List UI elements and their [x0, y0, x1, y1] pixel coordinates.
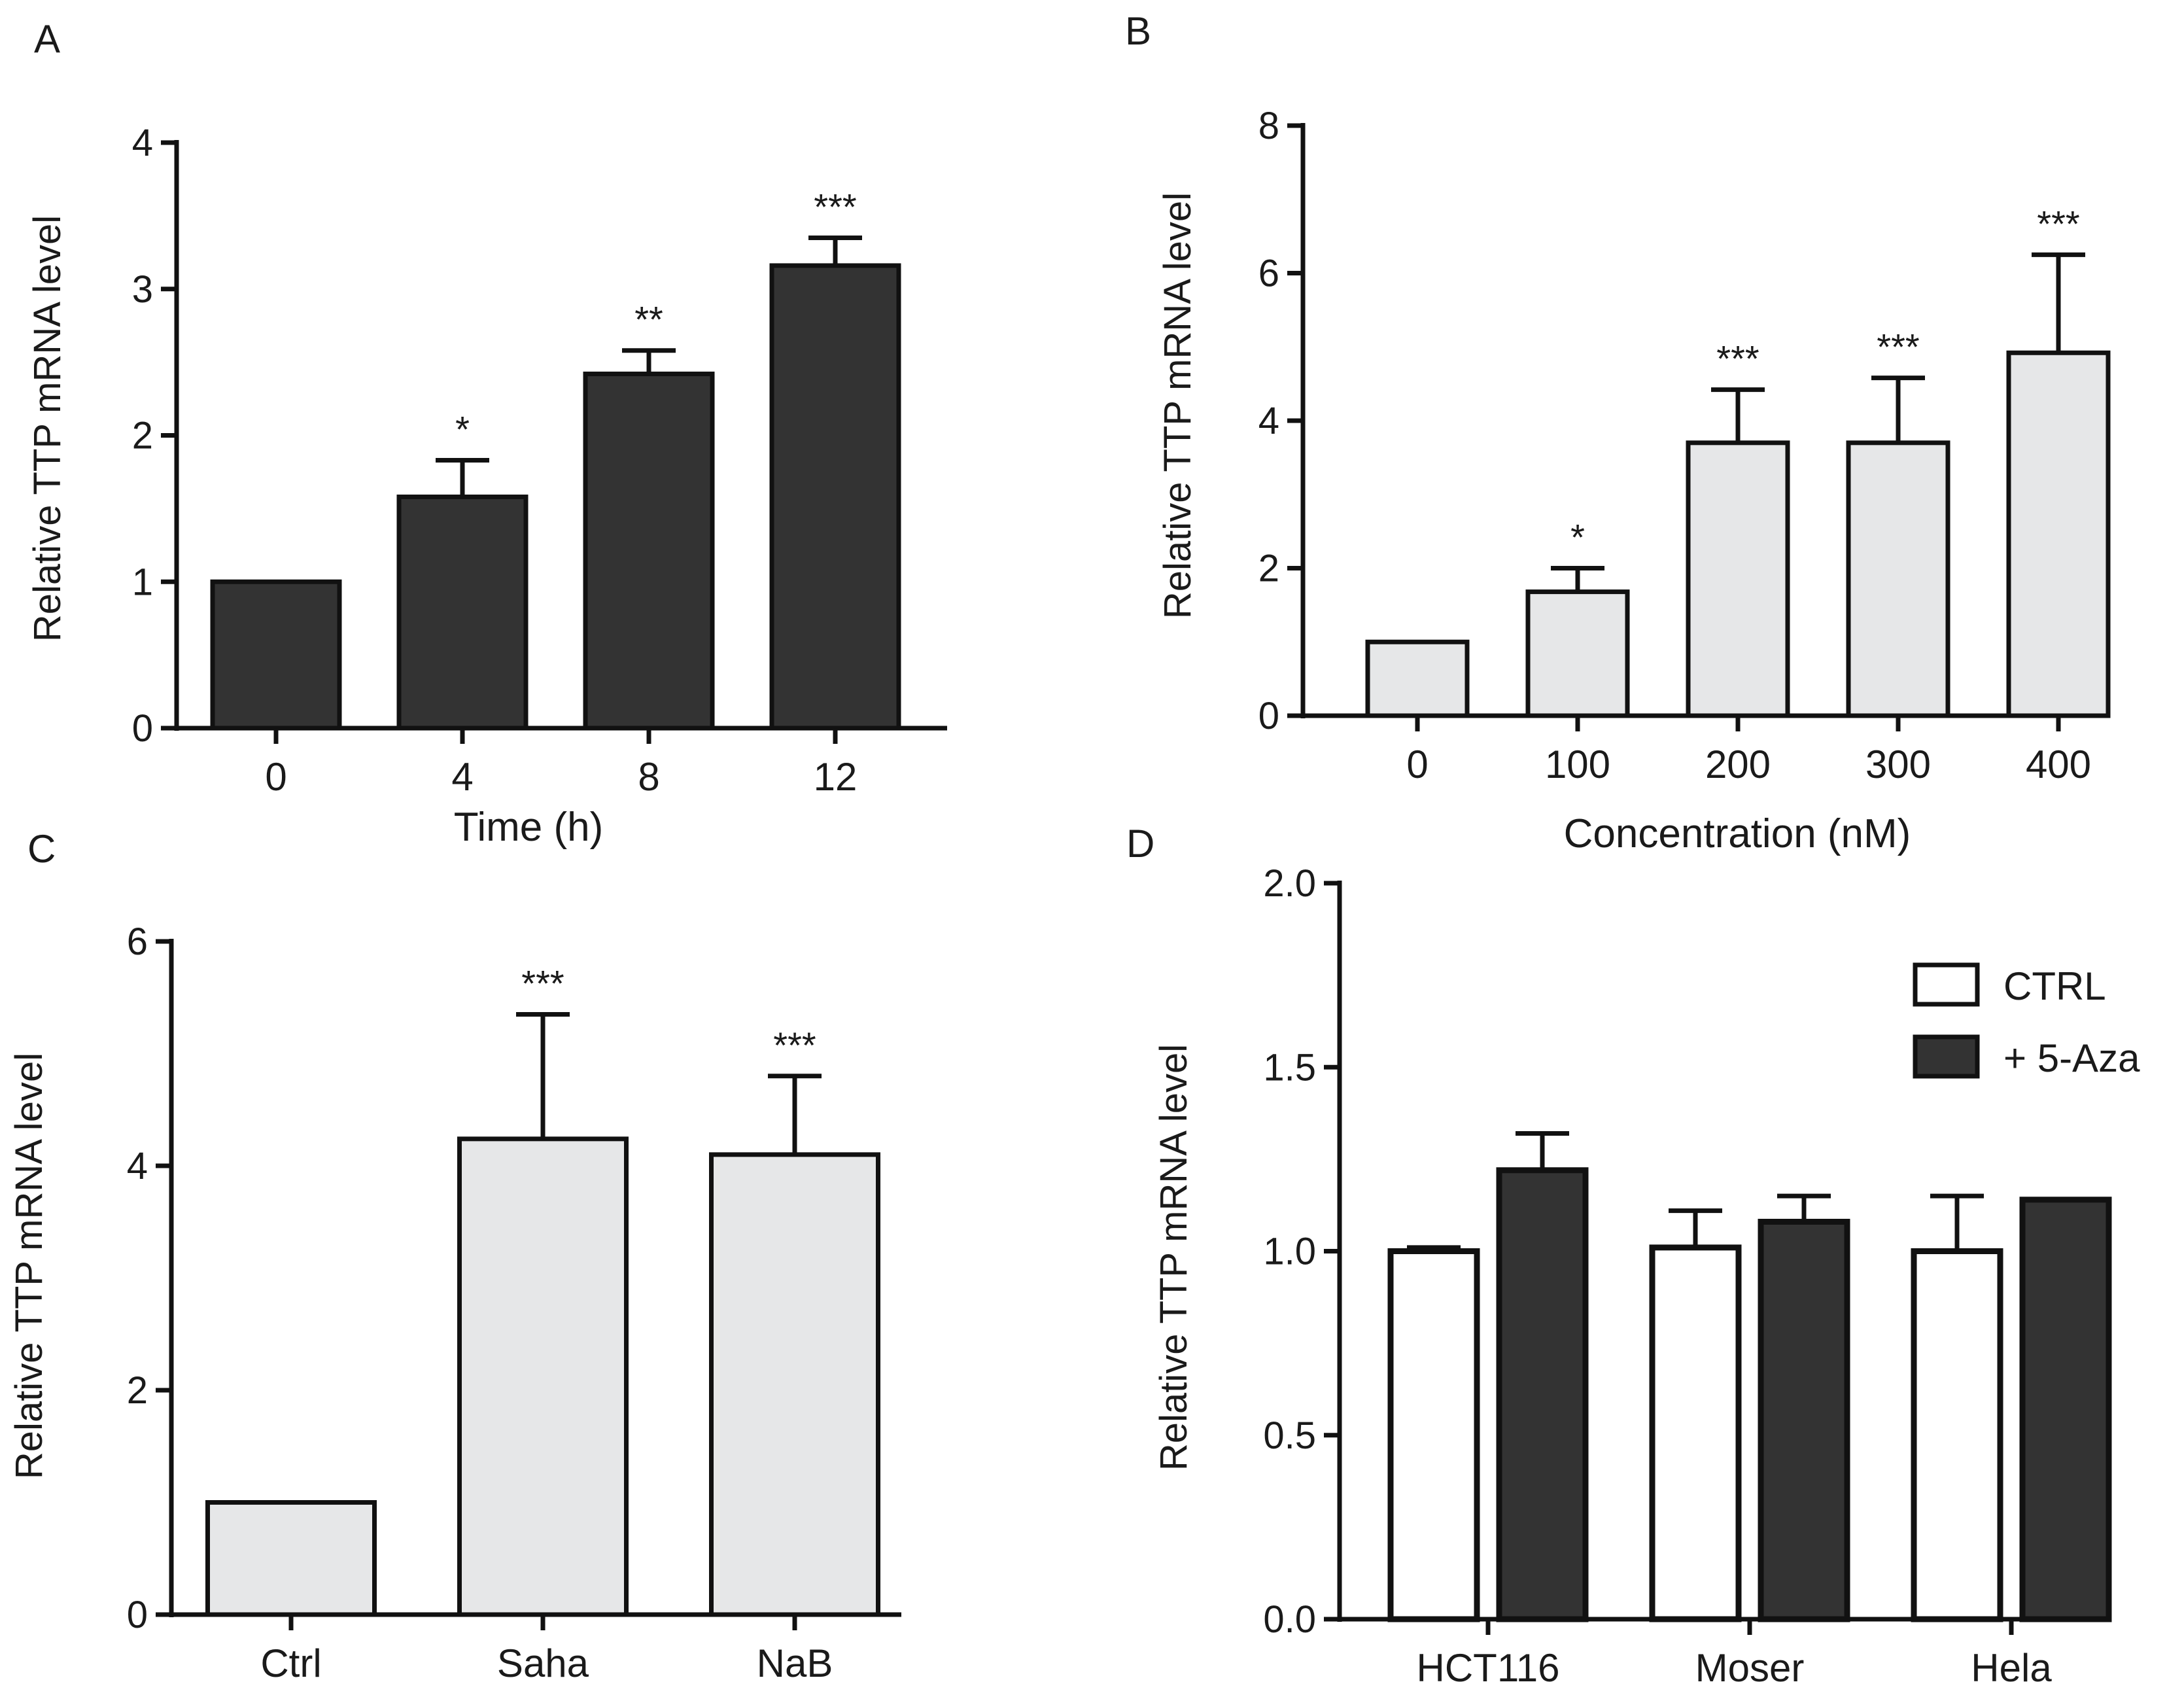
significance-label: *** — [1716, 338, 1759, 379]
bar — [457, 1136, 629, 1617]
y-tick-label: 4 — [127, 1145, 148, 1187]
bar — [1911, 1248, 2003, 1622]
bar — [1686, 440, 1790, 718]
legend: CTRL + 5-Aza — [1913, 962, 2140, 1080]
bar — [2006, 350, 2111, 718]
x-tick-label: 200 — [1705, 743, 1771, 786]
significance-label: *** — [521, 962, 564, 1004]
bar — [1649, 1244, 1742, 1622]
legend-label-ctrl: CTRL — [2003, 964, 2106, 1008]
y-tick-label: 8 — [1258, 105, 1279, 147]
bar — [2019, 1197, 2112, 1622]
legend-swatch-ctrl — [1913, 962, 1980, 1007]
panel-letter: A — [34, 17, 60, 61]
y-tick-label: 1 — [132, 561, 153, 603]
x-tick-label: 4 — [451, 755, 473, 799]
x-tick-label: NaB — [757, 1641, 833, 1685]
panel-d: D 0.0 0.5 1.0 1.5 2.0 HCT116 Moser Hela Relativ… — [1126, 822, 2140, 1690]
y-tick-label: 4 — [132, 122, 153, 164]
panel-letter: C — [27, 827, 56, 871]
y-tick-label: 0 — [127, 1594, 148, 1636]
significance-label: *** — [814, 186, 856, 227]
bar — [709, 1152, 880, 1617]
y-axis-label: Relative TTP mRNA level — [1156, 192, 1199, 619]
y-tick-label: 4 — [1258, 400, 1279, 442]
bar — [396, 494, 529, 731]
significance-label: ** — [634, 299, 663, 340]
panel-b: B 0 2 4 6 8 0 100 * 200 *** 300 *** 400 *** Relative … — [1125, 9, 2111, 856]
y-tick-label: 2 — [127, 1369, 148, 1412]
x-tick-label: 400 — [2026, 743, 2091, 786]
y-axis-label: Relative TTP mRNA level — [8, 1053, 50, 1479]
y-tick-label: 2 — [1258, 548, 1279, 590]
y-tick-label: 1.5 — [1263, 1046, 1316, 1089]
y-tick-label: 2 — [132, 415, 153, 457]
plot-area: 0 2 4 6 Ctrl Saha *** NaB *** — [127, 920, 901, 1685]
significance-label: *** — [1877, 326, 1919, 368]
significance-label: * — [455, 409, 470, 450]
bar — [1525, 589, 1630, 718]
x-tick-label: 0 — [265, 755, 286, 799]
bar — [1365, 639, 1470, 718]
x-tick-label: 8 — [638, 755, 659, 799]
x-tick-label: Moser — [1695, 1646, 1805, 1690]
y-tick-label: 0 — [1258, 695, 1279, 737]
y-tick-label: 0.5 — [1263, 1414, 1316, 1457]
y-tick-label: 1.0 — [1263, 1231, 1316, 1273]
x-tick-label: 100 — [1545, 743, 1610, 786]
bar — [769, 263, 901, 731]
y-tick-label: 2.0 — [1263, 862, 1316, 905]
y-tick-label: 3 — [132, 268, 153, 311]
plot-area: 0 2 4 6 8 0 100 * 200 *** 300 *** 400 *** — [1258, 105, 2111, 786]
significance-label: *** — [2037, 203, 2079, 244]
y-axis-label: Relative TTP mRNA level — [26, 215, 69, 642]
x-axis-label: Time (h) — [454, 805, 603, 850]
y-tick-label: 0 — [132, 707, 153, 750]
y-tick-label: 0.0 — [1263, 1598, 1316, 1641]
x-tick-label: Ctrl — [260, 1641, 321, 1685]
bar — [210, 579, 342, 731]
x-tick-label: Hela — [1971, 1646, 2052, 1690]
plot-area: 0.0 0.5 1.0 1.5 2.0 HCT116 Moser Hela — [1263, 862, 2112, 1690]
x-tick-label: 300 — [1865, 743, 1931, 786]
x-tick-label: 12 — [814, 755, 858, 799]
bar — [1496, 1167, 1589, 1622]
x-tick-label: Saha — [497, 1641, 589, 1685]
bar — [1387, 1248, 1480, 1622]
significance-label: * — [1570, 517, 1585, 558]
significance-label: *** — [773, 1025, 816, 1066]
y-tick-label: 6 — [127, 920, 148, 963]
y-axis-label: Relative TTP mRNA level — [1153, 1044, 1195, 1471]
y-tick-label: 6 — [1258, 253, 1279, 295]
x-tick-label: 0 — [1406, 743, 1428, 786]
panel-letter: D — [1126, 822, 1154, 866]
legend-label-5aza: + 5-Aza — [2003, 1036, 2140, 1080]
panel-c: C 0 2 4 6 Ctrl Saha *** NaB *** Relative TTP mRN… — [8, 827, 901, 1685]
bar — [205, 1500, 377, 1617]
bar — [1758, 1219, 1850, 1622]
x-tick-label: HCT116 — [1417, 1646, 1560, 1690]
panel-letter: B — [1125, 9, 1151, 53]
bar — [583, 372, 715, 731]
bar — [1846, 440, 1950, 718]
legend-swatch-5aza — [1913, 1034, 1980, 1079]
x-axis-label: Concentration (nM) — [1564, 811, 1911, 856]
